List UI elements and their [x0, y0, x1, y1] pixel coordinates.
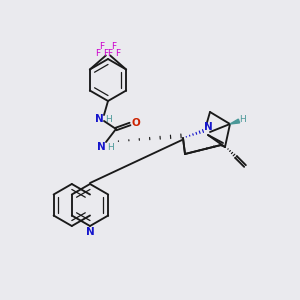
Text: N: N [94, 114, 103, 124]
Text: O: O [132, 118, 140, 128]
Text: F: F [96, 49, 101, 58]
Text: N: N [204, 122, 212, 132]
Text: N: N [85, 227, 94, 237]
Text: N: N [97, 142, 105, 152]
Text: F: F [111, 42, 116, 51]
Text: H: H [105, 116, 111, 124]
Polygon shape [230, 119, 240, 124]
Text: F: F [107, 49, 112, 58]
Text: H: H [106, 143, 113, 152]
Text: H: H [240, 115, 246, 124]
Text: F: F [100, 42, 105, 51]
Text: F: F [115, 49, 120, 58]
Text: F: F [103, 49, 109, 58]
